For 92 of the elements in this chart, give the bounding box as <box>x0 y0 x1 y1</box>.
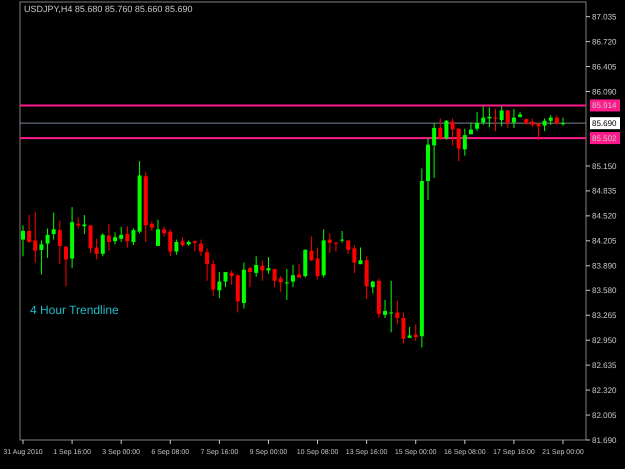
y-tick-label: 86.720 <box>592 37 618 46</box>
candlestick <box>217 272 222 299</box>
candlestick <box>162 226 166 237</box>
candlestick <box>500 106 504 127</box>
candlestick <box>82 214 86 235</box>
candlestick <box>328 232 332 254</box>
ref-line-label: 85.502 <box>592 134 618 143</box>
candlestick <box>260 260 264 282</box>
candlestick <box>27 214 32 244</box>
candlestick <box>131 228 136 246</box>
candlestick <box>278 276 283 292</box>
candlestick <box>192 240 197 252</box>
candlestick <box>125 226 130 248</box>
candlestick <box>174 239 178 256</box>
candlestick <box>358 247 362 265</box>
candlestick <box>156 219 160 246</box>
candlestick <box>438 118 442 140</box>
candlestick <box>205 248 210 282</box>
candlestick <box>33 211 38 264</box>
candlestick <box>475 112 480 132</box>
candlestick <box>389 280 394 333</box>
candlestick <box>370 280 375 294</box>
candlestick <box>554 114 559 126</box>
y-tick-label: 84.205 <box>592 236 618 246</box>
candlestick <box>94 238 99 260</box>
candlestick <box>383 299 388 319</box>
candlestick <box>487 106 492 128</box>
candlestick <box>180 236 185 248</box>
candlestick <box>100 232 105 257</box>
candlestick <box>230 270 234 286</box>
candlestick <box>401 312 406 344</box>
candlestick <box>64 245 68 287</box>
candlestick <box>512 108 516 128</box>
candlestick <box>39 240 44 275</box>
candlestick <box>52 212 56 240</box>
y-tick-label: 81.690 <box>592 436 618 445</box>
candlestick <box>113 232 118 245</box>
candlestick <box>542 118 547 132</box>
y-tick-label: 82.320 <box>592 386 618 395</box>
candlestick <box>198 239 203 257</box>
candlestick <box>450 118 455 146</box>
candlestick <box>340 230 344 244</box>
y-tick-label: 87.035 <box>592 12 618 22</box>
chart-title: USDJPY,H4 85.680 85.760 85.660 85.690 <box>24 4 192 14</box>
y-tick-label: 83.890 <box>592 262 618 271</box>
y-tick-label: 85.150 <box>592 162 618 171</box>
candlestick <box>297 264 302 278</box>
candlestick <box>291 264 295 288</box>
candlestick <box>395 300 400 325</box>
candlestick <box>456 127 461 162</box>
candlestick <box>408 326 412 338</box>
candlestick <box>106 223 111 252</box>
candlestick <box>548 114 553 126</box>
candlestick <box>462 128 467 156</box>
y-tick-label: 83.580 <box>592 286 618 296</box>
candlestick <box>506 109 510 128</box>
ref-line-label: 85.914 <box>592 101 618 110</box>
candlestick <box>76 216 80 230</box>
candlestick <box>346 240 350 254</box>
candlestick <box>284 268 289 300</box>
candlestick <box>536 122 540 140</box>
candlestick <box>46 228 50 258</box>
candlestick <box>414 324 418 342</box>
candlestick <box>224 272 228 288</box>
y-tick-label: 84.835 <box>592 186 618 196</box>
candlestick <box>494 108 498 132</box>
y-tick-label: 82.950 <box>592 336 618 346</box>
candlestick <box>432 122 436 178</box>
candlestick <box>444 120 448 140</box>
candlestick <box>58 220 62 265</box>
candlestick <box>481 106 486 126</box>
ref-line-label: 85.690 <box>592 118 618 128</box>
candlestick <box>248 266 252 288</box>
y-tick-label: 82.005 <box>592 410 618 420</box>
candlestick <box>468 122 473 135</box>
candlestick <box>334 241 338 252</box>
y-tick-label: 83.265 <box>592 311 618 320</box>
candlestick <box>119 226 124 242</box>
y-tick-label: 86.405 <box>592 62 618 72</box>
candlestick <box>168 228 172 257</box>
candlestick <box>21 224 25 257</box>
candlestick <box>316 247 320 280</box>
candlestick <box>266 256 270 274</box>
annotation: 4 Hour Trendline <box>30 303 120 317</box>
y-tick-label: 82.635 <box>592 360 618 370</box>
y-tick-label: 86.090 <box>592 87 618 96</box>
candlestick <box>352 244 356 274</box>
candlestick <box>88 224 92 254</box>
candlestick <box>254 256 258 278</box>
y-tick-label: 84.520 <box>592 212 618 221</box>
candlestick <box>272 268 277 288</box>
candlestick <box>309 236 314 262</box>
